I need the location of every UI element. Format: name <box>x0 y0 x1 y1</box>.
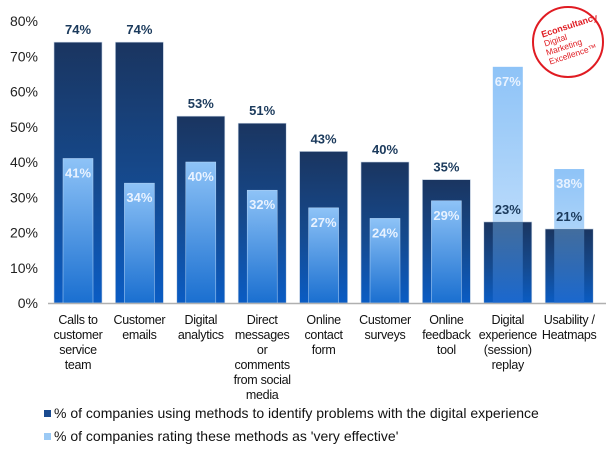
data-labels: 74% 41% 74% 34% 53% 40% 51% 32% 43% 27% 40% 24% 35% 2… <box>65 22 583 240</box>
data-label-effective: 24% <box>372 225 398 240</box>
x-tick-label-line: or <box>256 343 268 357</box>
data-label-effective: 27% <box>311 215 337 230</box>
x-tick-label-line: replay <box>491 358 525 372</box>
data-label-effective: 40% <box>188 169 214 184</box>
x-tick-label-line: Online <box>306 313 341 327</box>
y-axis: 0% 10% 20% 30% 40% 50% 60% 70% 80% <box>10 13 38 311</box>
data-label-usage: 40% <box>372 142 398 157</box>
bar-effective <box>246 189 278 304</box>
legend-item-effective: % of companies rating these methods as '… <box>44 428 398 444</box>
y-tick-label: 70% <box>10 48 38 64</box>
y-tick-label: 30% <box>10 189 38 205</box>
y-tick-label: 80% <box>10 13 38 29</box>
x-tick-label: Direct messages or comments from social media <box>231 313 293 403</box>
logo-brand: Econsultancy <box>540 11 599 40</box>
bar-effective <box>431 200 462 304</box>
x-tick-label-line: Digital <box>491 313 525 327</box>
x-tick-label-line: messages <box>234 328 290 342</box>
x-tick-label-line: surveys <box>364 328 406 342</box>
legend-swatch-light <box>44 432 51 440</box>
x-tick-label-line: Digital <box>184 313 218 327</box>
y-tick-label: 10% <box>10 260 38 276</box>
bar-effective-overlap <box>492 221 523 303</box>
x-tick-label-line: comments <box>234 358 291 372</box>
legend-swatch-dark <box>44 409 51 417</box>
x-tick-label-line: Calls to <box>58 313 98 327</box>
econsultancy-logo: Econsultancy Digital Marketing Excellenc… <box>532 6 604 78</box>
x-tick-label-line: (session) <box>483 343 532 357</box>
data-label-effective: 29% <box>433 208 459 223</box>
data-label-usage: 53% <box>188 96 214 111</box>
x-tick-label: Digital analytics <box>170 313 232 343</box>
data-label-usage: 43% <box>311 131 337 146</box>
x-tick-label-line: Usability / <box>543 313 595 327</box>
x-tick-label: Calls to customer service team <box>47 313 109 373</box>
x-tick-label-line: Heatmaps <box>541 328 597 342</box>
bar-effective-overlap <box>554 228 585 303</box>
bar-effective <box>185 161 217 304</box>
data-label-effective: 34% <box>126 190 152 205</box>
bar-usage <box>115 41 164 304</box>
data-label-usage: 51% <box>249 103 275 118</box>
data-label-usage: 74% <box>126 22 152 37</box>
x-tick-label-line: Direct <box>246 313 278 327</box>
data-label-effective: 32% <box>249 197 275 212</box>
x-tick-label-line: media <box>245 388 279 402</box>
x-tick-label-line: contact <box>304 328 343 342</box>
bars <box>53 41 594 304</box>
x-tick-label: Usability / Heatmaps <box>538 313 600 343</box>
bar-effective <box>308 207 339 304</box>
data-label-effective: 67% <box>495 74 521 89</box>
x-tick-label-line: from social <box>233 373 291 387</box>
data-label-effective: 41% <box>65 165 91 180</box>
x-tick-label-line: analytics <box>177 328 224 342</box>
legend-label-effective: % of companies rating these methods as '… <box>54 428 399 444</box>
data-label-usage: 35% <box>433 160 459 175</box>
x-tick-label-line: experience <box>478 328 537 342</box>
x-tick-label-line: tool <box>436 343 456 357</box>
x-tick-label: Online feedback tool <box>415 313 477 358</box>
x-tick-label: Customer emails <box>108 313 170 343</box>
x-tick-label-line: Customer <box>359 313 411 327</box>
x-tick-label-line: Online <box>429 313 464 327</box>
bar-effective <box>124 182 155 304</box>
x-tick-label-line: emails <box>122 328 157 342</box>
y-tick-label: 60% <box>10 84 38 100</box>
y-tick-label: 20% <box>10 225 38 241</box>
x-tick-label-line: service <box>59 343 97 357</box>
x-tick-label-line: customer <box>53 328 103 342</box>
y-tick-label: 40% <box>10 154 38 170</box>
x-tick-label: Online contact form <box>293 313 355 358</box>
x-tick-label: Customer surveys <box>354 313 416 343</box>
legend-label-usage: % of companies using methods to identify… <box>54 405 539 421</box>
data-label-usage: 21% <box>556 209 582 224</box>
bar-effective <box>369 218 401 304</box>
data-label-usage: 74% <box>65 22 91 37</box>
data-label-usage: 23% <box>495 202 521 217</box>
x-tick-label: Digital experience (session) replay <box>477 313 539 373</box>
x-tick-label-line: Customer <box>113 313 166 327</box>
legend-item-usage: % of companies using methods to identify… <box>44 405 539 421</box>
x-tick-label-line: form <box>311 343 336 357</box>
y-tick-label: 0% <box>18 295 38 311</box>
bar-effective <box>62 158 94 304</box>
data-label-effective: 38% <box>556 176 582 191</box>
x-tick-label-line: feedback <box>422 328 471 342</box>
x-tick-label-line: team <box>64 358 92 372</box>
y-tick-label: 50% <box>10 119 38 135</box>
